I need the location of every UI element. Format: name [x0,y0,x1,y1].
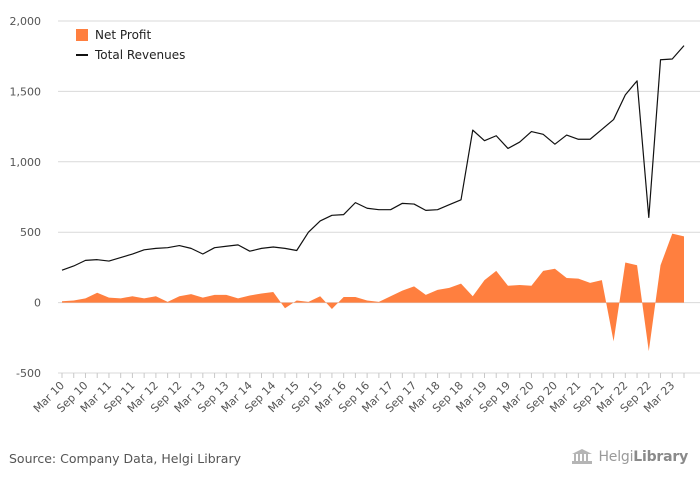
y-tick-label: 1,500 [10,85,42,98]
y-axis-ticks: -500 0 500 1,000 1,500 2,000 [10,15,42,380]
total-revenues-line-layer [61,45,685,271]
gridlines [58,20,700,374]
y-tick-label: 1,000 [10,156,42,169]
y-tick-label: -500 [16,367,41,380]
legend-label-total-revenues: Total Revenues [94,48,185,62]
legend-swatch-net-profit [76,29,88,41]
y-tick-label: 2,000 [10,15,42,28]
net-profit-area [62,233,684,352]
net-profit-area-layer [62,233,684,352]
helgi-library-logo[interactable]: HelgiLibrary [571,449,688,465]
y-tick-label: 500 [20,226,41,239]
source-note: Source: Company Data, Helgi Library [9,451,242,466]
brand-library: Library [633,449,688,465]
total-revenues-line [61,45,685,271]
legend-label-net-profit: Net Profit [95,28,151,42]
y-tick-label: 0 [34,297,41,310]
legend: Net Profit Total Revenues [76,28,185,62]
library-building-icon [572,449,593,464]
brand-helgi: Helgi [598,449,634,465]
